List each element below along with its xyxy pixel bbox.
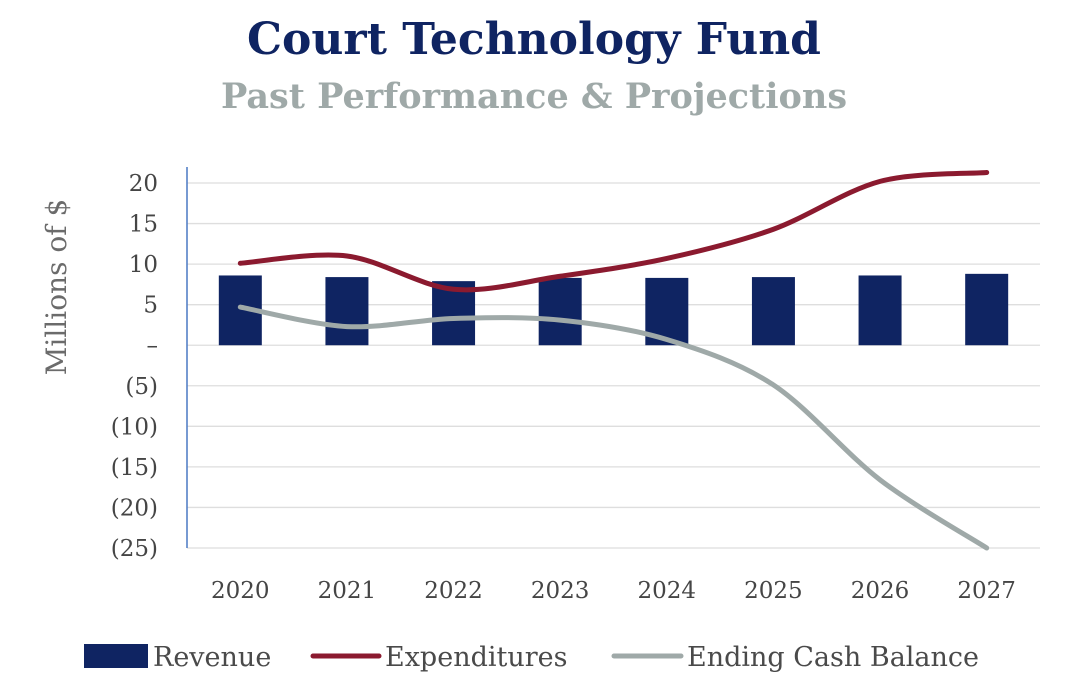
revenue-bar [538, 277, 582, 346]
y-tick-label: (5) [125, 374, 158, 400]
series-lines [237, 169, 990, 551]
y-tick-label: 5 [143, 293, 158, 319]
y-tick-label: – [147, 333, 159, 359]
x-tick-label: 2026 [851, 578, 910, 604]
revenue-bars [218, 273, 1009, 346]
y-tick-label: (15) [111, 455, 158, 481]
legend-label-revenue: Revenue [153, 642, 271, 673]
x-tick-label: 2025 [744, 578, 803, 604]
x-tick-label: 2023 [531, 578, 590, 604]
ending-cash-balance-line [237, 304, 990, 551]
legend-label-ending-cash-balance: Ending Cash Balance [687, 642, 979, 673]
revenue-bar [965, 273, 1009, 346]
y-tick-label: (25) [111, 536, 158, 562]
legend-label-expenditures: Expenditures [385, 642, 568, 673]
axis-labels: 20 15 10 5 – (5) (10) (15) (20) (25) Millions of $… [40, 171, 1016, 604]
revenue-bar [751, 277, 795, 346]
y-tick-label: (20) [111, 495, 158, 521]
revenue-bar [858, 275, 902, 346]
chart-subtitle: Past Performance & Projections [220, 76, 848, 117]
expenditures-line [237, 169, 990, 293]
revenue-bar [325, 277, 369, 346]
gridlines [187, 182, 1040, 549]
y-tick-label: 20 [129, 171, 158, 197]
y-axis-label: Millions of $ [40, 199, 73, 376]
legend: Revenue Expenditures Ending Cash Balance [84, 642, 979, 673]
legend-swatch-revenue [84, 644, 148, 668]
y-tick-label: (10) [111, 414, 158, 440]
x-tick-label: 2022 [424, 578, 483, 604]
y-tick-label: 10 [129, 252, 158, 278]
chart-title: Court Technology Fund [247, 14, 821, 65]
x-tick-label: 2027 [957, 578, 1016, 604]
y-tick-label: 15 [129, 212, 158, 238]
x-tick-label: 2020 [211, 578, 270, 604]
x-tick-label: 2024 [638, 578, 697, 604]
x-tick-label: 2021 [318, 578, 377, 604]
